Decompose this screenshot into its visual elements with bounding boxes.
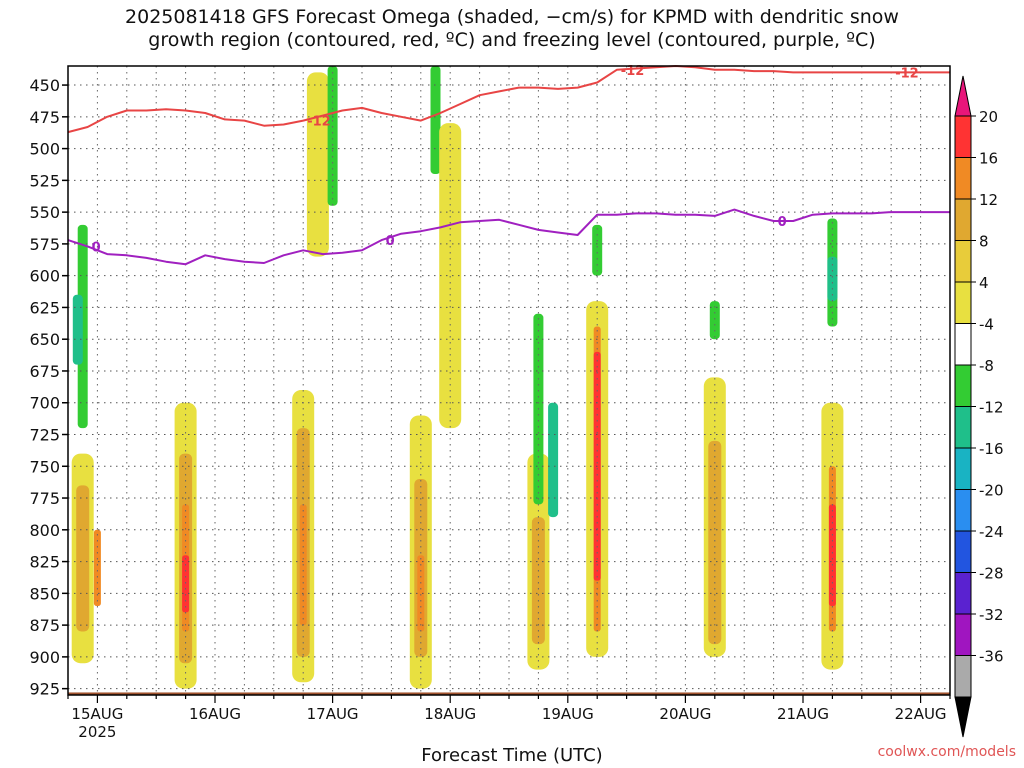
colorbar-label: 20	[979, 108, 998, 126]
y-tick-label: 550	[29, 203, 60, 222]
colorbar-label: -36	[979, 648, 1004, 666]
contour-label: -12	[895, 66, 919, 81]
x-tick-label: 16AUG	[189, 705, 241, 723]
gridlines	[67, 66, 951, 695]
y-tick-label: 475	[29, 108, 60, 127]
colorbar-swatch	[954, 323, 972, 366]
colorbar-swatch	[954, 115, 972, 158]
chart-title: 2025081418 GFS Forecast Omega (shaded, −…	[0, 6, 1024, 52]
omega-cell	[592, 224, 603, 276]
colorbar: 20 16 12 8 4 -4 -8 -12 -16 -20 -24 -28 -32 -36	[954, 75, 1004, 738]
x-axis-title: Forecast Time (UTC)	[421, 745, 603, 766]
y-tick-label: 875	[29, 616, 60, 635]
contour-line-1	[67, 208, 950, 266]
colorbar-swatch	[954, 406, 972, 449]
x-tick-label: 15AUG	[71, 705, 123, 723]
x-axis: 15AUG 16AUG 17AUG 18AUG 19AUG 20AUG 21AUG 22AUG…	[67, 695, 951, 741]
contour-label: 0	[92, 240, 101, 255]
contour-label: 0	[778, 215, 787, 230]
colorbar-swatch	[954, 447, 972, 490]
colorbar-swatch	[954, 240, 972, 283]
omega-cell	[327, 66, 338, 206]
y-tick-label: 900	[29, 648, 60, 667]
colorbar-bottom-arrow	[954, 696, 972, 738]
y-tick-label: 700	[29, 394, 60, 413]
colorbar-swatch	[954, 157, 972, 200]
colorbar-swatch	[954, 198, 972, 241]
y-tick-label: 925	[29, 680, 60, 699]
y-tick-label: 775	[29, 489, 60, 508]
y-tick-label: 625	[29, 298, 60, 317]
omega-cell	[439, 123, 462, 429]
omega-shading	[71, 66, 844, 689]
contour-line-0	[67, 65, 950, 134]
y-tick-label: 650	[29, 330, 60, 349]
contour-label: -12	[621, 64, 645, 79]
colorbar-label: -20	[979, 482, 1004, 500]
contour-lines: -12 -12 -12 0 0 0	[67, 64, 950, 266]
contour-label: 0	[386, 234, 395, 249]
omega-cell	[306, 72, 329, 257]
colorbar-label: -28	[979, 565, 1004, 583]
colorbar-label: -32	[979, 606, 1004, 624]
omega-cell	[182, 555, 190, 613]
chart-title-line2: growth region (contoured, red, ºC) and f…	[148, 29, 876, 51]
colorbar-swatch	[954, 613, 972, 656]
colorbar-swatch	[954, 364, 972, 407]
ground-strip-band	[68, 692, 950, 695]
colorbar-label: -16	[979, 440, 1004, 458]
omega-cell	[709, 301, 720, 340]
x-year-label: 2025	[78, 723, 116, 741]
colorbar-top-arrow	[954, 75, 972, 117]
colorbar-label: 4	[979, 274, 989, 292]
omega-cell	[828, 504, 836, 607]
omega-cell	[827, 256, 838, 302]
y-tick-label: 825	[29, 553, 60, 572]
x-tick-label: 19AUG	[542, 705, 594, 723]
y-tick-label: 850	[29, 584, 60, 603]
x-tick-label: 21AUG	[777, 705, 829, 723]
y-tick-label: 800	[29, 521, 60, 540]
colorbar-label: -12	[979, 399, 1004, 417]
y-tick-label: 675	[29, 362, 60, 381]
y-tick-label: 575	[29, 235, 60, 254]
colorbar-label: -8	[979, 357, 994, 375]
x-tick-label: 22AUG	[895, 705, 947, 723]
colorbar-label: -24	[979, 523, 1004, 541]
colorbar-swatch	[954, 572, 972, 615]
colorbar-label: 8	[979, 233, 989, 251]
y-tick-label: 750	[29, 457, 60, 476]
colorbar-swatch	[954, 489, 972, 532]
y-tick-label: 525	[29, 171, 60, 190]
contour-label: -12	[307, 115, 331, 130]
omega-cell	[417, 555, 425, 632]
colorbar-label: 12	[979, 191, 998, 209]
omega-cell	[72, 294, 83, 365]
omega-cell	[76, 485, 90, 632]
y-tick-label: 500	[29, 140, 60, 159]
x-tick-label: 17AUG	[307, 705, 359, 723]
omega-cell	[430, 66, 441, 175]
y-axis: 450 475 500 525 550 575 600 625 650 675 700 725 750 7…	[29, 76, 68, 699]
credit-link[interactable]: coolwx.com/models	[877, 744, 1016, 760]
x-tick-label: 18AUG	[424, 705, 476, 723]
colorbar-label: -4	[979, 316, 994, 334]
colorbar-swatch	[954, 530, 972, 573]
chart-title-line1: 2025081418 GFS Forecast Omega (shaded, −…	[125, 6, 899, 28]
colorbar-label: 16	[979, 150, 998, 168]
omega-cell	[548, 402, 559, 518]
omega-cell	[93, 529, 101, 607]
colorbar-swatch	[954, 281, 972, 324]
omega-cell	[708, 440, 722, 645]
y-tick-label: 725	[29, 426, 60, 445]
ground-strip	[68, 692, 950, 695]
x-tick-label: 20AUG	[659, 705, 711, 723]
omega-cell	[531, 517, 545, 645]
colorbar-swatch	[954, 655, 972, 698]
y-tick-label: 450	[29, 76, 60, 95]
y-tick-label: 600	[29, 267, 60, 286]
